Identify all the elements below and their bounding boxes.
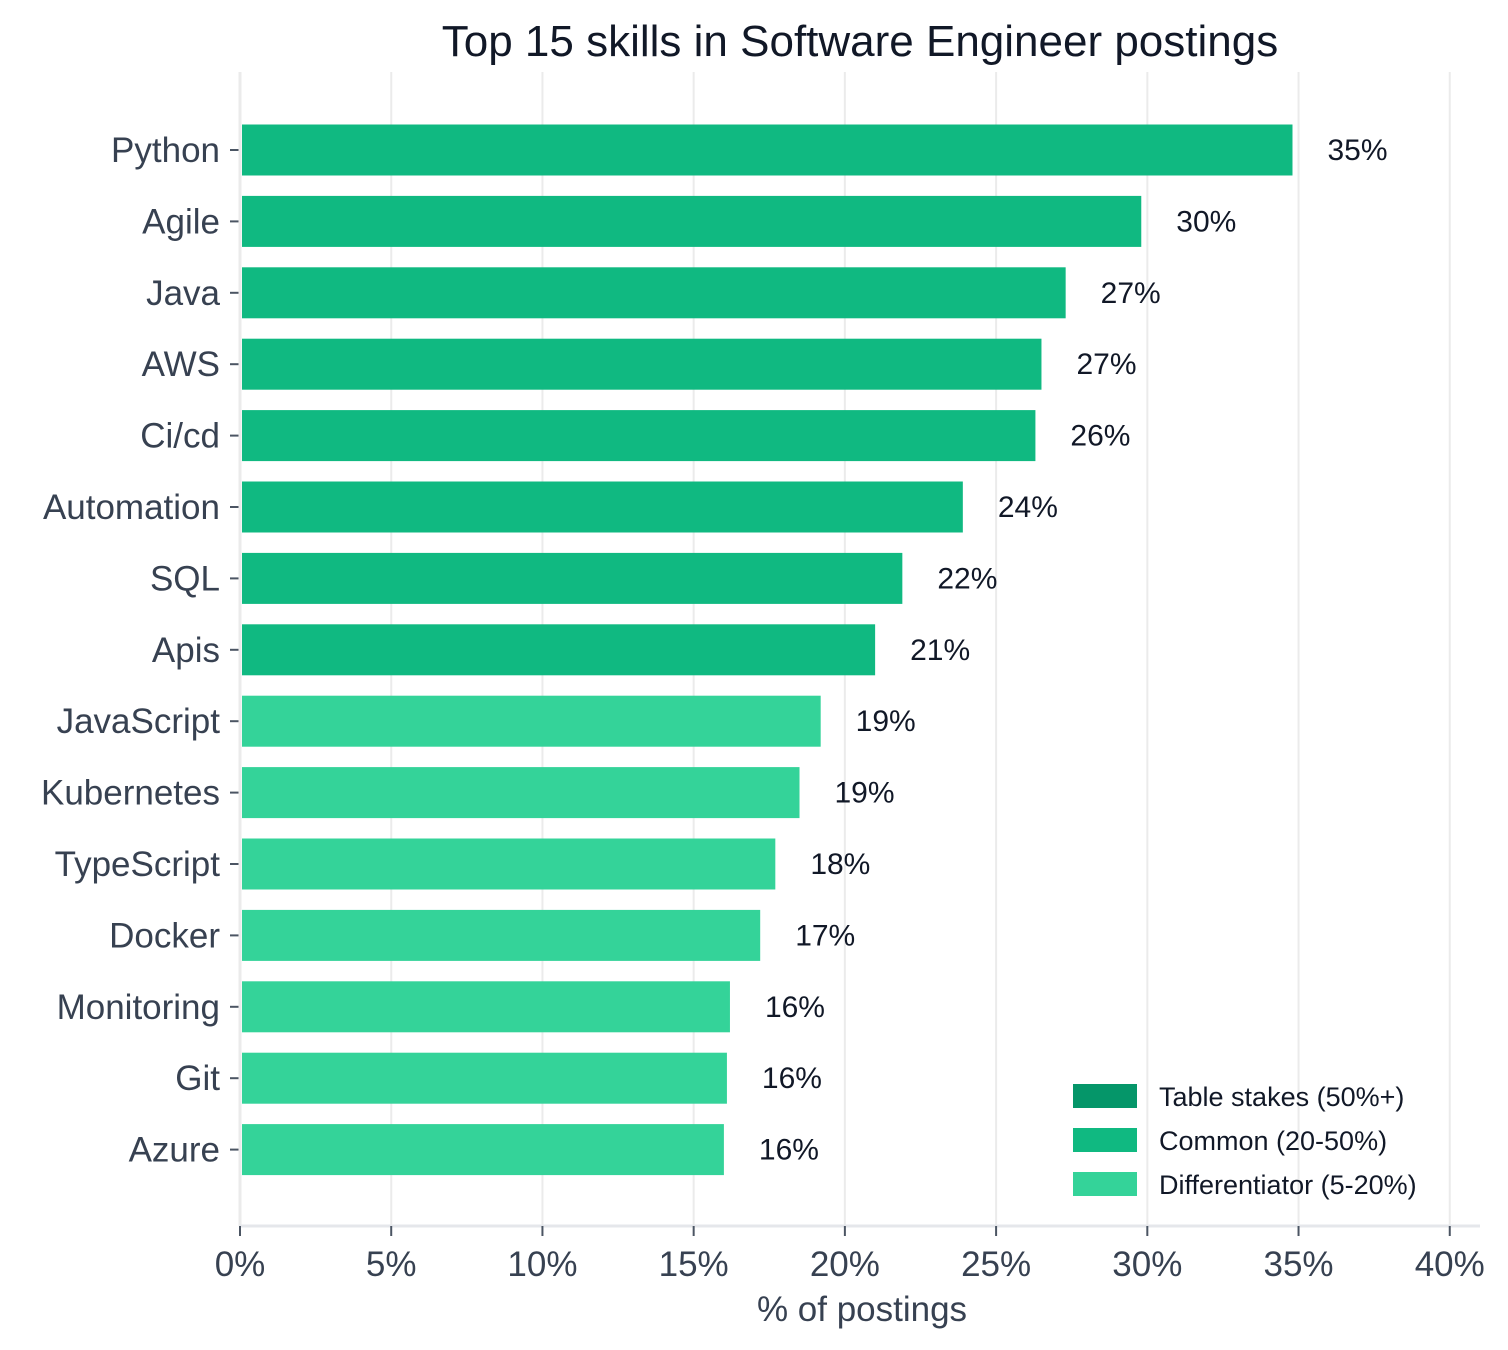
bar bbox=[242, 195, 1142, 247]
bar bbox=[242, 909, 761, 961]
legend-label: Common (20-50%) bbox=[1159, 1126, 1387, 1156]
category-label: Ci/cd bbox=[140, 417, 220, 456]
category-label: Docker bbox=[109, 916, 220, 955]
bar bbox=[242, 124, 1293, 176]
bars: 35% 30% 27% 27% 26% 24% 22% 21% 19% 19% 18% 17% 16% 1… bbox=[242, 124, 1388, 1176]
x-tick-label: 0% bbox=[215, 1245, 266, 1284]
value-label: 16% bbox=[762, 1062, 822, 1095]
bar bbox=[242, 1052, 727, 1104]
bar bbox=[242, 981, 730, 1033]
value-label: 27% bbox=[1101, 277, 1161, 310]
x-tick-label: 10% bbox=[507, 1245, 577, 1284]
bar bbox=[242, 552, 903, 604]
category-label: Apis bbox=[152, 631, 220, 670]
bar bbox=[242, 410, 1036, 462]
x-tick-label: 20% bbox=[810, 1245, 880, 1284]
category-label: Java bbox=[146, 274, 220, 313]
category-label: Monitoring bbox=[57, 988, 220, 1027]
x-tick-label: 40% bbox=[1415, 1245, 1485, 1284]
category-label: TypeScript bbox=[55, 845, 221, 884]
category-label: JavaScript bbox=[57, 702, 221, 741]
value-label: 19% bbox=[835, 777, 895, 810]
bar bbox=[242, 1124, 724, 1176]
category-label: Azure bbox=[129, 1131, 220, 1170]
chart-title: Top 15 skills in Software Engineer posti… bbox=[442, 17, 1278, 66]
x-tick-label: 30% bbox=[1112, 1245, 1182, 1284]
value-label: 21% bbox=[910, 634, 970, 667]
value-label: 16% bbox=[765, 991, 825, 1024]
value-label: 18% bbox=[810, 848, 870, 881]
value-label: 17% bbox=[795, 919, 855, 952]
axes: Python Agile Java AWS Ci/cd Automation SQL Apis… bbox=[41, 72, 1485, 1284]
x-tick-label: 15% bbox=[659, 1245, 729, 1284]
category-label: Automation bbox=[43, 488, 220, 527]
legend-label: Differentiator (5-20%) bbox=[1159, 1170, 1417, 1200]
bar bbox=[242, 338, 1042, 390]
value-label: 19% bbox=[856, 705, 916, 738]
value-label: 27% bbox=[1076, 348, 1136, 381]
category-label: SQL bbox=[150, 559, 220, 598]
legend-label: Table stakes (50%+) bbox=[1159, 1082, 1404, 1112]
value-label: 22% bbox=[937, 562, 997, 595]
value-label: 30% bbox=[1176, 205, 1236, 238]
legend-swatch bbox=[1073, 1172, 1137, 1196]
x-tick-label: 35% bbox=[1264, 1245, 1334, 1284]
legend-swatch bbox=[1073, 1128, 1137, 1152]
bar bbox=[242, 767, 800, 819]
category-label: Agile bbox=[142, 202, 220, 241]
bar bbox=[242, 267, 1066, 319]
category-label: AWS bbox=[142, 345, 220, 384]
x-tick-label: 25% bbox=[961, 1245, 1031, 1284]
bar bbox=[242, 481, 963, 533]
value-label: 24% bbox=[998, 491, 1058, 524]
category-label: Git bbox=[175, 1059, 220, 1098]
category-label: Kubernetes bbox=[41, 774, 220, 813]
legend: Table stakes (50%+) Common (20-50%) Differ… bbox=[1073, 1082, 1417, 1200]
bar bbox=[242, 695, 821, 747]
bar bbox=[242, 838, 776, 890]
value-label: 26% bbox=[1070, 420, 1130, 453]
value-label: 16% bbox=[759, 1134, 819, 1167]
value-label: 35% bbox=[1327, 134, 1387, 167]
x-tick-label: 5% bbox=[366, 1245, 417, 1284]
legend-swatch bbox=[1073, 1084, 1137, 1108]
bar bbox=[242, 624, 876, 676]
x-axis-title: % of postings bbox=[757, 1290, 967, 1329]
category-label: Python bbox=[111, 131, 220, 170]
